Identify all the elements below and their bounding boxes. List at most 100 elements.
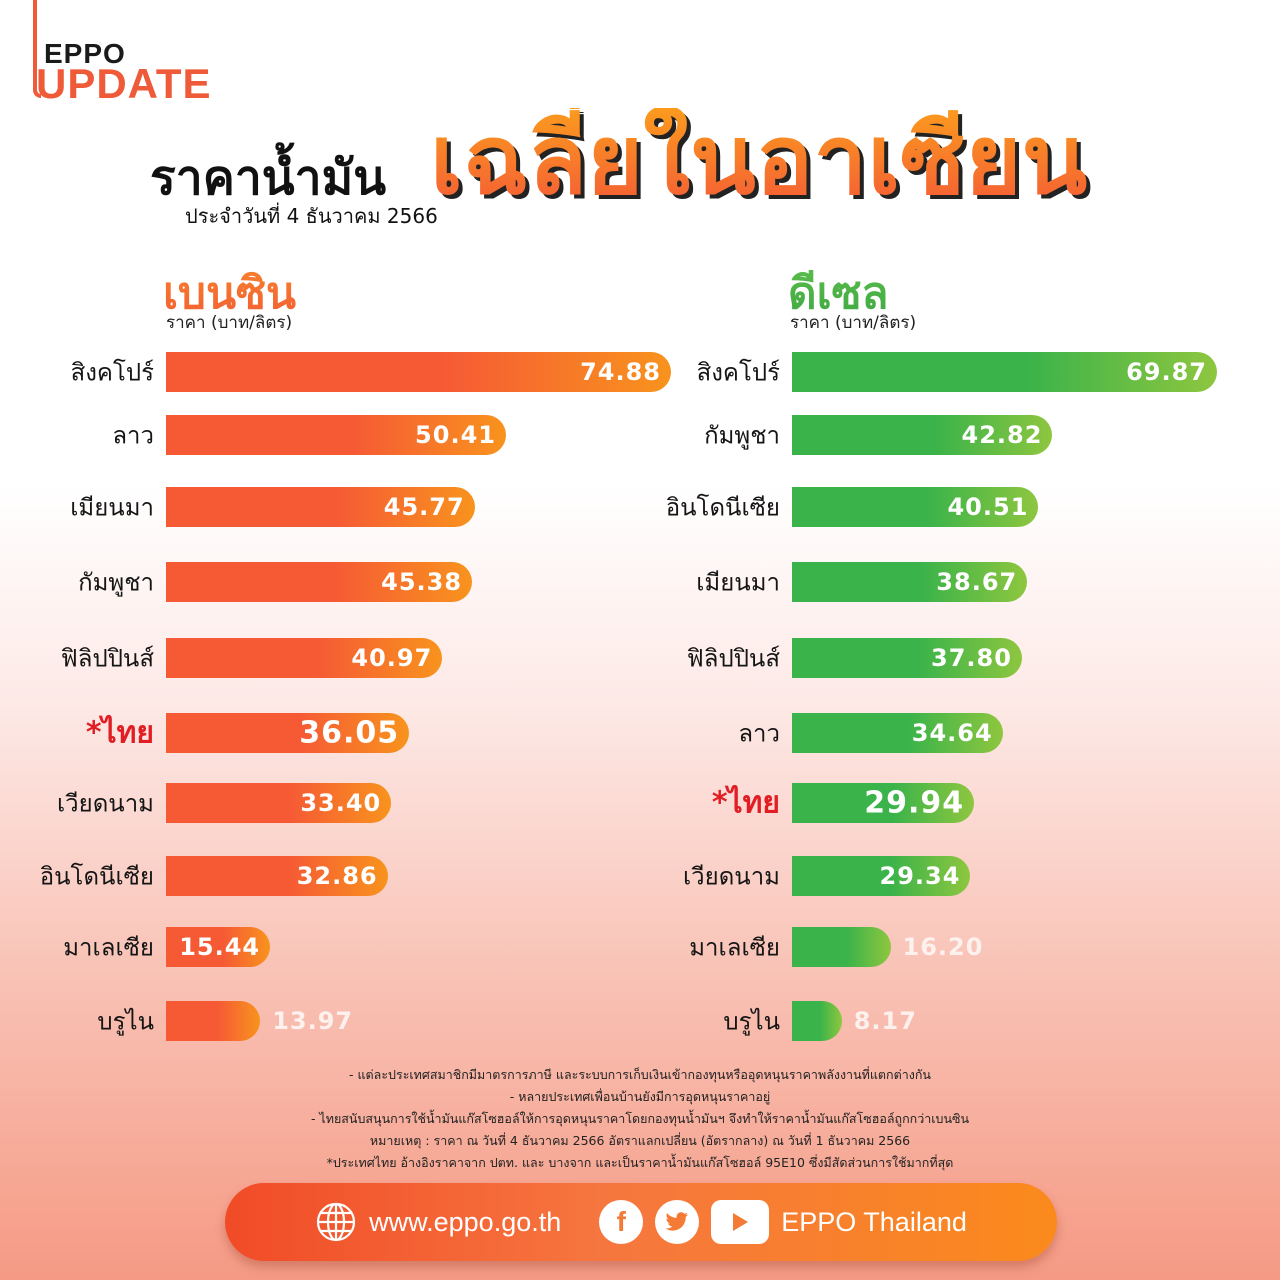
country-label: กัมพูชา — [704, 421, 780, 450]
social-handle[interactable]: EPPO Thailand — [781, 1206, 967, 1237]
value-label: 45.77 — [383, 493, 465, 521]
value-label: 42.82 — [961, 421, 1043, 449]
note-line: - ไทยสนับสนุนการใช้น้ำมันแก๊สโซฮอล์ให้กา… — [310, 1111, 970, 1126]
bar — [166, 487, 475, 527]
bar — [792, 713, 1003, 753]
note-line: หมายเหตุ : ราคา ณ วันที่ 4 ธันวาคม 2566 … — [369, 1133, 911, 1148]
diesel-bar-row: *ไทย 29.94 — [712, 783, 975, 823]
value-label: 13.97 — [272, 1007, 354, 1035]
country-label: ฟิลิปปินส์ — [686, 644, 780, 673]
value-label: 8.17 — [853, 1007, 917, 1035]
petrol-heading: เบนซิน — [163, 258, 296, 328]
footer-banner: www.eppo.go.th f EPPO Thailand — [225, 1183, 1057, 1261]
country-label: กัมพูชา — [78, 568, 154, 597]
bar — [792, 783, 975, 823]
diesel-unit: ราคา (บาท/ลิตร) — [790, 313, 917, 333]
country-label: เวียดนาม — [682, 862, 780, 891]
logo-update: UPDATE — [36, 60, 212, 107]
bar — [166, 1001, 261, 1041]
bar — [792, 415, 1053, 455]
petrol-unit: ราคา (บาท/ลิตร) — [166, 313, 293, 333]
country-label: สิงคโปร์ — [70, 358, 154, 387]
bar — [166, 927, 271, 967]
value-label: 29.34 — [879, 862, 961, 890]
value-label: 33.40 — [300, 789, 382, 817]
note-line: - แต่ละประเทศสมาชิกมีมาตรการภาษี และระบบ… — [349, 1067, 931, 1082]
country-label: เวียดนาม — [56, 789, 154, 818]
bar — [166, 415, 506, 455]
diesel-bar-row: ฟิลิปปินส์ 37.80 — [687, 638, 1022, 678]
website-link[interactable]: www.eppo.go.th — [369, 1206, 562, 1237]
diesel-bar-row: มาเลเซีย 16.20 — [689, 927, 982, 967]
country-label: บรูไน — [97, 1007, 154, 1036]
petrol-bar-row: *ไทย 36.05 — [86, 713, 410, 753]
bar — [792, 352, 1217, 392]
value-label: 50.41 — [415, 421, 496, 449]
value-label: 32.86 — [296, 862, 378, 890]
page-title-highlight: เฉลี่ยในอาเซียน — [430, 104, 1088, 216]
country-label: อินโดนีเซีย — [39, 862, 154, 891]
petrol-bar-row: กัมพูชา 45.38 — [78, 562, 473, 602]
youtube-icon[interactable] — [711, 1200, 770, 1244]
country-label: *ไทย — [711, 785, 780, 821]
country-label: *ไทย — [85, 715, 154, 751]
value-label: 74.88 — [580, 358, 661, 386]
country-label: มาเลเซีย — [63, 933, 154, 962]
petrol-bar-row: เมียนมา 45.77 — [70, 487, 475, 527]
diesel-bar-row: กัมพูชา 42.82 — [704, 415, 1053, 455]
bar — [792, 562, 1028, 602]
country-label: อินโดนีเซีย — [665, 493, 780, 522]
bar — [792, 638, 1022, 678]
value-label: 45.38 — [381, 568, 463, 596]
petrol-bar-row: สิงคโปร์ 74.88 — [71, 352, 671, 392]
value-label: 40.97 — [351, 644, 433, 672]
bar — [166, 638, 443, 678]
page-title: ราคาน้ำมัน — [150, 150, 387, 206]
bar — [792, 487, 1039, 527]
bar — [166, 562, 473, 602]
logo-eppo: EPPO — [44, 38, 126, 69]
petrol-bar-row: อินโดนีเซีย 32.86 — [40, 856, 388, 896]
value-label: 15.44 — [179, 933, 261, 961]
value-label: 40.51 — [947, 493, 1029, 521]
value-label: 38.67 — [936, 568, 1018, 596]
diesel-bar-row: ลาว 34.64 — [738, 713, 1003, 753]
value-label: 16.20 — [902, 933, 984, 961]
petrol-bar-row: บรูไน 13.97 — [97, 1001, 352, 1041]
value-label: 36.05 — [299, 715, 400, 751]
bar — [166, 713, 410, 753]
bar — [792, 927, 891, 967]
twitter-icon[interactable] — [655, 1200, 700, 1244]
note-line: - หลายประเทศเพื่อนบ้านยังมีการอุดหนุนราค… — [509, 1089, 771, 1104]
bar — [166, 856, 388, 896]
bar — [166, 352, 671, 392]
value-label: 34.64 — [911, 719, 993, 747]
petrol-bar-row: มาเลเซีย 15.44 — [63, 927, 271, 967]
diesel-bar-row: เมียนมา 38.67 — [696, 562, 1028, 602]
petrol-bar-row: ฟิลิปปินส์ 40.97 — [61, 638, 443, 678]
country-label: ฟิลิปปินส์ — [60, 644, 154, 673]
country-label: บรูไน — [723, 1007, 780, 1036]
country-label: สิงคโปร์ — [696, 358, 780, 387]
diesel-bar-row: เวียดนาม 29.34 — [683, 856, 971, 896]
diesel-bar-row: บรูไน 8.17 — [723, 1001, 916, 1041]
petrol-bar-row: เวียดนาม 33.40 — [57, 783, 392, 823]
bar — [166, 783, 392, 823]
diesel-bar-row: อินโดนีเซีย 40.51 — [666, 487, 1039, 527]
diesel-bar-row: สิงคโปร์ 69.87 — [697, 352, 1217, 392]
country-label: เมียนมา — [696, 568, 780, 597]
page-date: ประจำวันที่ 4 ธันวาคม 2566 — [185, 204, 438, 228]
footnotes: - แต่ละประเทศสมาชิกมีมาตรการภาษี และระบบ… — [0, 1064, 1280, 1174]
note-line: *ประเทศไทย อ้างอิงราคาจาก ปตท. และ บางจา… — [326, 1155, 954, 1170]
facebook-icon[interactable]: f — [599, 1200, 644, 1244]
country-label: เมียนมา — [70, 493, 154, 522]
bar — [792, 1001, 842, 1041]
logo-bracket — [33, 0, 41, 98]
value-label: 69.87 — [1126, 358, 1207, 386]
bar — [792, 856, 971, 896]
value-label: 29.94 — [864, 785, 965, 821]
value-label: 37.80 — [931, 644, 1012, 672]
diesel-heading: ดีเซล — [788, 258, 888, 328]
petrol-bar-row: ลาว 50.41 — [112, 415, 506, 455]
globe-icon — [317, 1202, 356, 1242]
